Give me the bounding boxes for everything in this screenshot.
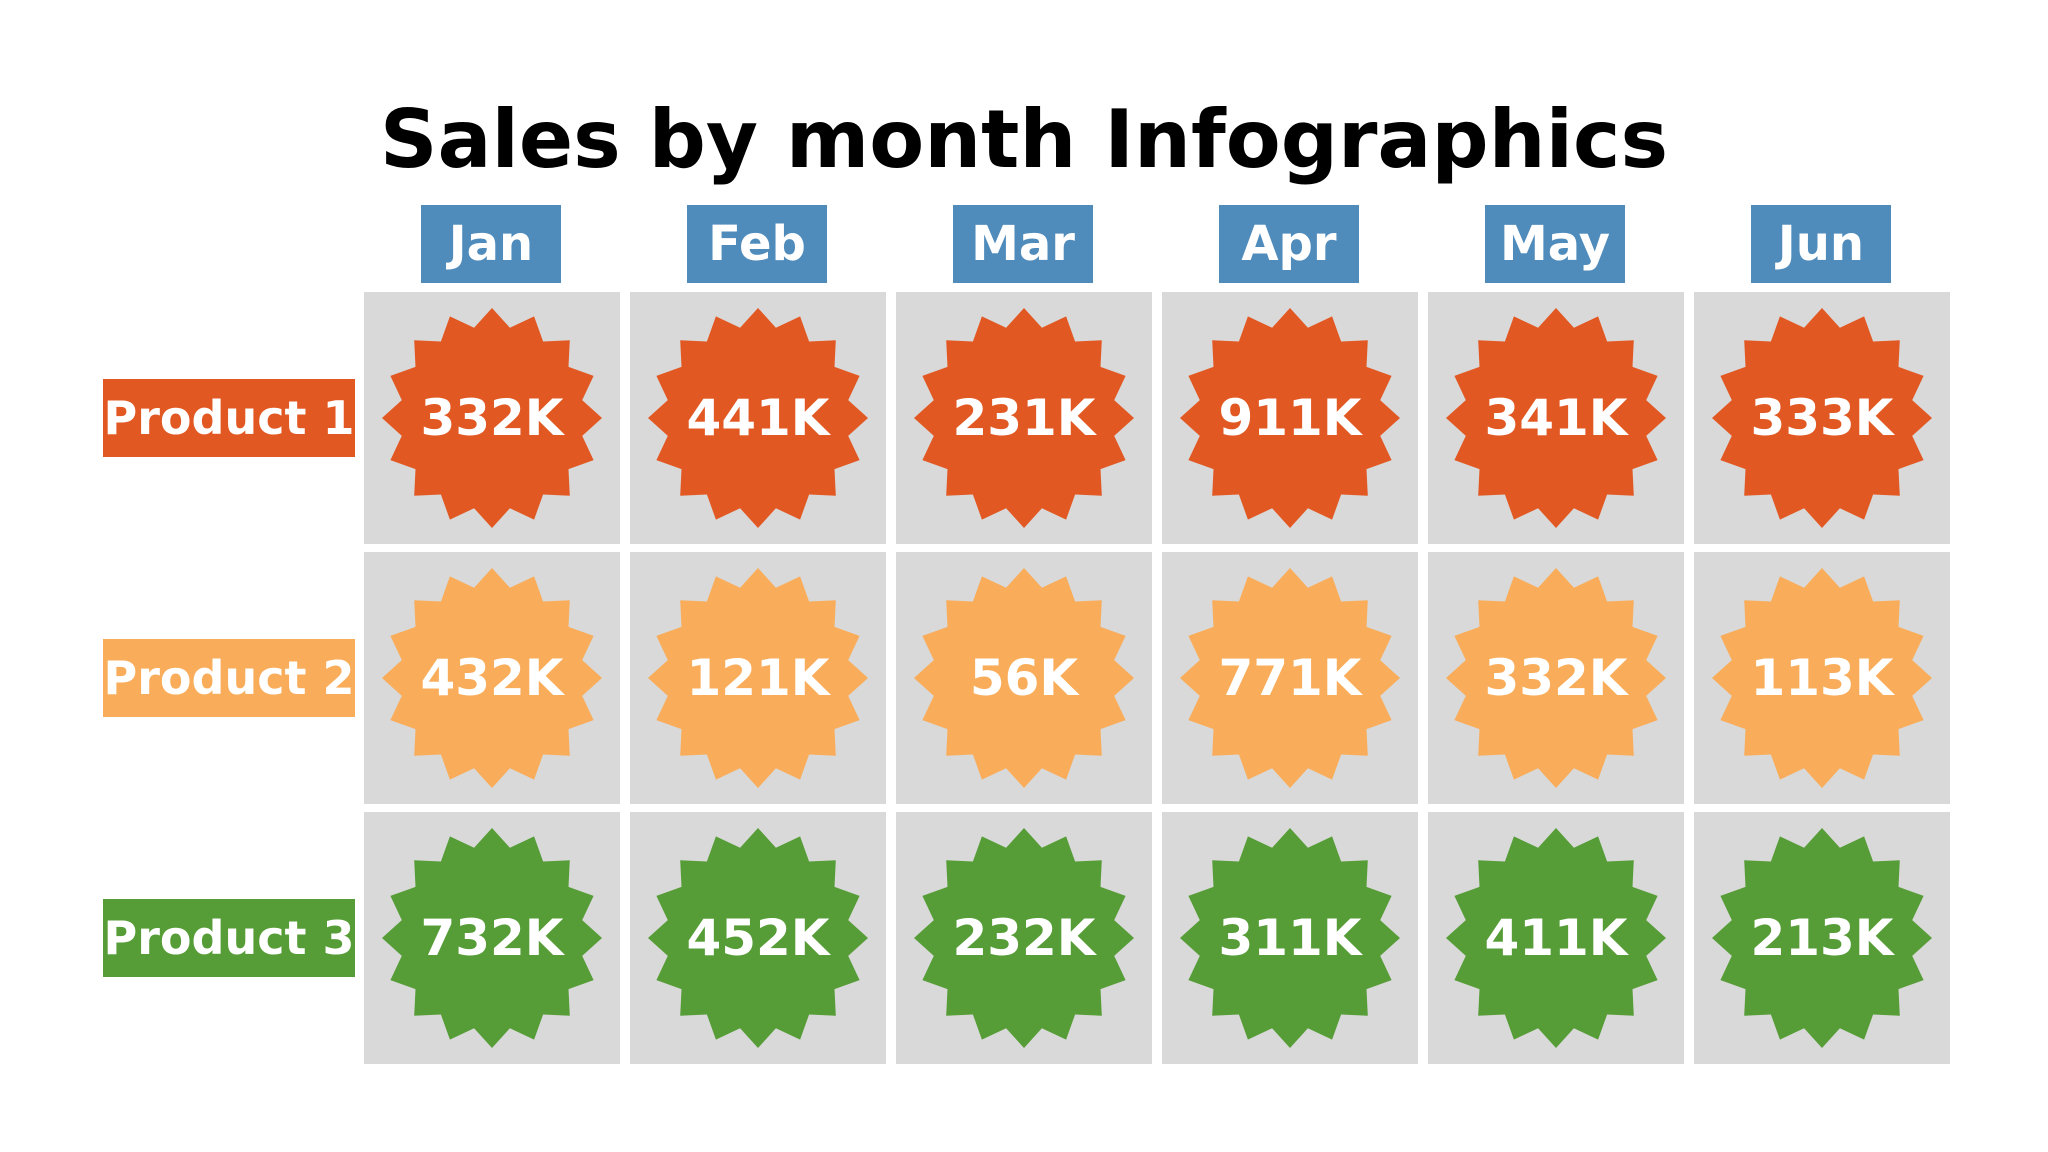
sales-cell: 441K — [630, 292, 886, 544]
sales-cell: 311K — [1162, 812, 1418, 1064]
sales-value: 411K — [1484, 909, 1628, 967]
starburst-badge — [1180, 308, 1400, 528]
starburst-shape — [1446, 568, 1666, 788]
starburst-shape — [382, 308, 602, 528]
starburst-shape — [382, 568, 602, 788]
sales-value: 911K — [1218, 389, 1362, 447]
starburst-badge — [1180, 828, 1400, 1048]
starburst-badge — [1180, 568, 1400, 788]
starburst-badge — [1446, 308, 1666, 528]
sales-cell: 56K — [896, 552, 1152, 804]
product-label-3: Product 3 — [103, 899, 355, 977]
sales-value: 231K — [952, 389, 1096, 447]
starburst-badge — [914, 828, 1134, 1048]
sales-value: 113K — [1750, 649, 1894, 707]
sales-cell: 121K — [630, 552, 886, 804]
starburst-badge — [1446, 568, 1666, 788]
starburst-badge — [648, 308, 868, 528]
starburst-badge — [382, 828, 602, 1048]
sales-cell: 732K — [364, 812, 620, 1064]
sales-value: 232K — [952, 909, 1096, 967]
sales-value: 56K — [969, 649, 1079, 707]
starburst-shape — [914, 568, 1134, 788]
starburst-shape — [1180, 308, 1400, 528]
sales-value: 452K — [686, 909, 830, 967]
month-header-jan: Jan — [421, 205, 561, 283]
starburst-shape — [1712, 568, 1932, 788]
sales-cell: 231K — [896, 292, 1152, 544]
sales-cell: 113K — [1694, 552, 1950, 804]
starburst-shape — [914, 828, 1134, 1048]
sales-cell: 432K — [364, 552, 620, 804]
starburst-badge — [648, 828, 868, 1048]
month-header-may: May — [1485, 205, 1625, 283]
sales-cell: 332K — [364, 292, 620, 544]
sales-value: 332K — [1484, 649, 1628, 707]
sales-cell: 411K — [1428, 812, 1684, 1064]
starburst-shape — [648, 308, 868, 528]
starburst-badge — [382, 308, 602, 528]
sales-cell: 232K — [896, 812, 1152, 1064]
starburst-shape — [648, 828, 868, 1048]
starburst-badge — [648, 568, 868, 788]
sales-cell: 452K — [630, 812, 886, 1064]
sales-value: 432K — [420, 649, 564, 707]
sales-value: 441K — [686, 389, 830, 447]
starburst-shape — [1180, 828, 1400, 1048]
sales-value: 771K — [1218, 649, 1362, 707]
sales-value: 341K — [1484, 389, 1628, 447]
month-header-apr: Apr — [1219, 205, 1359, 283]
sales-cell: 341K — [1428, 292, 1684, 544]
starburst-shape — [382, 828, 602, 1048]
starburst-shape — [1446, 308, 1666, 528]
sales-value: 311K — [1218, 909, 1362, 967]
starburst-badge — [1446, 828, 1666, 1048]
starburst-badge — [1712, 308, 1932, 528]
sales-value: 732K — [420, 909, 564, 967]
starburst-shape — [648, 568, 868, 788]
sales-cell: 911K — [1162, 292, 1418, 544]
starburst-badge — [914, 568, 1134, 788]
sales-value: 333K — [1750, 389, 1894, 447]
sales-value: 213K — [1750, 909, 1894, 967]
starburst-badge — [914, 308, 1134, 528]
starburst-badge — [1712, 568, 1932, 788]
sales-value: 121K — [686, 649, 830, 707]
product-label-1: Product 1 — [103, 379, 355, 457]
starburst-badge — [1712, 828, 1932, 1048]
starburst-badge — [382, 568, 602, 788]
sales-cell: 333K — [1694, 292, 1950, 544]
sales-cell: 213K — [1694, 812, 1950, 1064]
starburst-shape — [914, 308, 1134, 528]
month-header-jun: Jun — [1751, 205, 1891, 283]
month-header-feb: Feb — [687, 205, 827, 283]
sales-cell: 332K — [1428, 552, 1684, 804]
sales-value: 332K — [420, 389, 564, 447]
chart-title: Sales by month Infographics — [379, 93, 1669, 186]
starburst-shape — [1446, 828, 1666, 1048]
starburst-shape — [1712, 828, 1932, 1048]
month-header-mar: Mar — [953, 205, 1093, 283]
starburst-shape — [1180, 568, 1400, 788]
sales-cell: 771K — [1162, 552, 1418, 804]
starburst-shape — [1712, 308, 1932, 528]
product-label-2: Product 2 — [103, 639, 355, 717]
